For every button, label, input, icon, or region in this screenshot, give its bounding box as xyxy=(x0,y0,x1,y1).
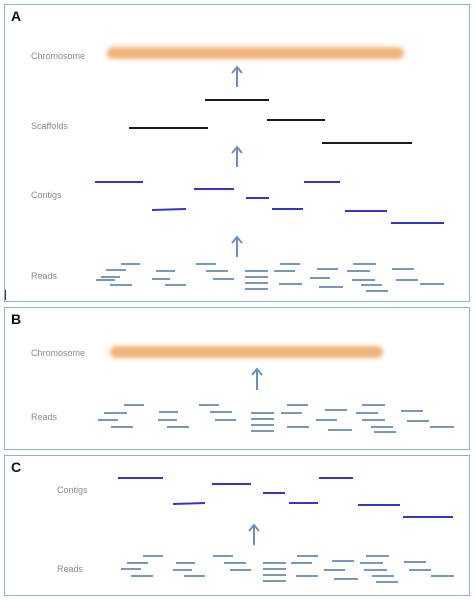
panel-c-reads xyxy=(121,555,454,583)
panel-a-chromosome-bar xyxy=(107,47,404,59)
panel-c-letter: C xyxy=(11,459,22,475)
panel-a-reads-label: Reads xyxy=(31,271,58,281)
contig-line xyxy=(172,502,206,505)
panel-a-contigs xyxy=(95,181,444,224)
edge-mark xyxy=(5,290,6,300)
panel-b-reads xyxy=(98,404,454,433)
panel-a-letter: A xyxy=(11,8,22,24)
panel-c-reads-label: Reads xyxy=(57,564,84,574)
contig-line xyxy=(151,208,187,211)
panel-a-arrow-top xyxy=(231,65,243,87)
panel-b-chromosome-bar xyxy=(110,346,383,358)
panel-a-arrow-middle xyxy=(231,145,243,167)
panel-c-arrow xyxy=(248,523,260,545)
panel-b-reads-label: Reads xyxy=(31,412,58,422)
panel-c-contigs xyxy=(118,477,453,518)
panel-c: C Contigs Reads xyxy=(4,455,470,596)
panel-a-reads xyxy=(96,263,444,292)
panel-b-arrow xyxy=(251,367,263,390)
panel-c-contigs-label: Contigs xyxy=(57,485,88,495)
panel-a-arrow-bottom xyxy=(231,235,243,257)
panel-a-scaffolds xyxy=(129,99,412,144)
panel-b-letter: B xyxy=(11,311,22,327)
panel-a-contigs-label: Contigs xyxy=(31,190,62,200)
panel-a-chromosome-label: Chromosome xyxy=(31,51,86,61)
panel-b-chromosome-label: Chromosome xyxy=(31,348,86,358)
panel-a-scaffolds-label: Scaffolds xyxy=(31,121,68,131)
